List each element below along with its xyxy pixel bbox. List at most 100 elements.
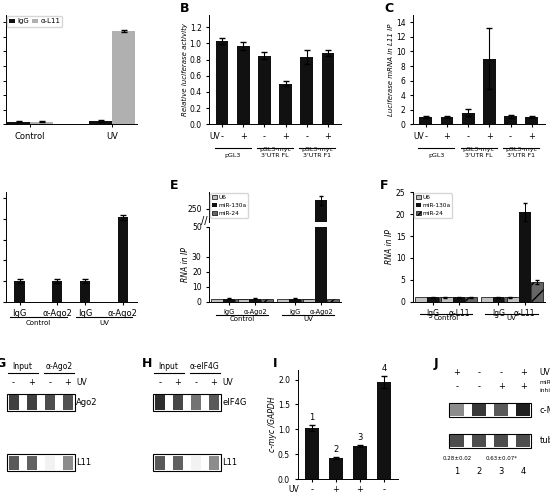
Text: F: F: [380, 179, 389, 192]
Bar: [483, 59, 496, 124]
Y-axis label: Relative luciferase activity: Relative luciferase activity: [182, 23, 188, 116]
Bar: [211, 276, 223, 277]
Bar: [7, 455, 75, 471]
Text: miR-130a: miR-130a: [540, 380, 550, 385]
Bar: [449, 434, 531, 448]
Bar: [289, 299, 301, 302]
Text: +: +: [211, 378, 217, 387]
Text: +: +: [356, 485, 364, 494]
Bar: [26, 395, 37, 410]
Text: 2: 2: [333, 445, 339, 454]
Bar: [465, 297, 477, 302]
Bar: [80, 281, 91, 302]
Text: UV: UV: [209, 132, 220, 141]
Bar: [279, 84, 292, 124]
Text: -: -: [158, 378, 161, 387]
Bar: [155, 395, 164, 410]
Bar: [14, 281, 25, 302]
Text: pGL3: pGL3: [224, 153, 241, 158]
Bar: [249, 276, 261, 277]
Text: Ago2: Ago2: [76, 398, 97, 407]
Bar: [63, 395, 73, 410]
Text: -: -: [500, 368, 503, 377]
Bar: [481, 297, 493, 302]
Bar: [261, 299, 273, 302]
Bar: [258, 55, 271, 124]
Bar: [315, 201, 327, 277]
Text: C: C: [384, 2, 393, 15]
Text: //: //: [201, 216, 208, 226]
Text: c-Myc: c-Myc: [540, 406, 550, 415]
Bar: [209, 395, 219, 410]
Bar: [261, 276, 273, 277]
Bar: [472, 404, 486, 416]
Bar: [305, 428, 318, 479]
Text: +: +: [453, 368, 460, 377]
Bar: [301, 299, 312, 302]
Bar: [415, 297, 427, 302]
Text: +: +: [28, 378, 35, 387]
Text: 3: 3: [358, 433, 362, 442]
Bar: [504, 297, 516, 302]
Bar: [89, 121, 112, 124]
Text: 0.28±0.02: 0.28±0.02: [442, 456, 471, 461]
Bar: [377, 382, 390, 479]
Bar: [301, 276, 312, 277]
Text: α-eIF4G: α-eIF4G: [190, 362, 220, 371]
Bar: [45, 456, 55, 470]
Y-axis label: c-myc /GAPDH: c-myc /GAPDH: [267, 397, 277, 452]
Bar: [450, 404, 464, 416]
Bar: [516, 435, 530, 447]
Bar: [7, 394, 75, 411]
Bar: [427, 297, 439, 302]
Bar: [238, 299, 249, 302]
Bar: [504, 116, 517, 124]
Bar: [152, 394, 221, 411]
Bar: [191, 395, 201, 410]
Text: pGL3-myc
3'UTR F1: pGL3-myc 3'UTR F1: [301, 148, 333, 158]
Text: eIF4G: eIF4G: [222, 398, 246, 407]
Bar: [289, 276, 301, 277]
Bar: [303, 299, 315, 302]
Bar: [7, 121, 30, 124]
Bar: [152, 455, 221, 471]
Text: +: +: [174, 378, 181, 387]
Bar: [441, 297, 453, 302]
Text: 1: 1: [310, 413, 315, 422]
Y-axis label: RNA in IP: RNA in IP: [386, 230, 394, 264]
Text: J: J: [434, 357, 438, 370]
Text: pGL3-myc
3'UTR FL: pGL3-myc 3'UTR FL: [463, 148, 495, 158]
Text: G: G: [0, 357, 6, 370]
Text: Input: Input: [13, 362, 32, 371]
Text: -: -: [477, 368, 481, 377]
Bar: [439, 297, 450, 302]
Y-axis label: Luciferase mRNA in L11 IP: Luciferase mRNA in L11 IP: [388, 23, 394, 116]
Text: UV: UV: [76, 378, 87, 387]
Bar: [45, 395, 55, 410]
Text: UV: UV: [222, 378, 233, 387]
Bar: [453, 297, 465, 302]
Bar: [327, 276, 339, 277]
Bar: [277, 299, 289, 302]
Text: UV: UV: [507, 315, 516, 321]
Text: 4: 4: [521, 467, 526, 476]
Bar: [237, 46, 250, 124]
Text: Control: Control: [433, 315, 459, 321]
Bar: [63, 456, 73, 470]
Bar: [26, 456, 37, 470]
Bar: [223, 276, 235, 277]
Bar: [112, 31, 135, 124]
Text: 3: 3: [498, 467, 504, 476]
Bar: [52, 281, 62, 302]
Bar: [238, 276, 249, 277]
Text: 0.63±0.07*: 0.63±0.07*: [485, 456, 517, 461]
Text: I: I: [272, 357, 277, 370]
Text: Control: Control: [229, 316, 255, 322]
Bar: [8, 456, 19, 470]
Bar: [507, 297, 519, 302]
Text: -: -: [477, 382, 481, 391]
Text: E: E: [170, 179, 178, 192]
Bar: [441, 117, 453, 124]
Bar: [211, 299, 223, 302]
Bar: [327, 299, 339, 302]
